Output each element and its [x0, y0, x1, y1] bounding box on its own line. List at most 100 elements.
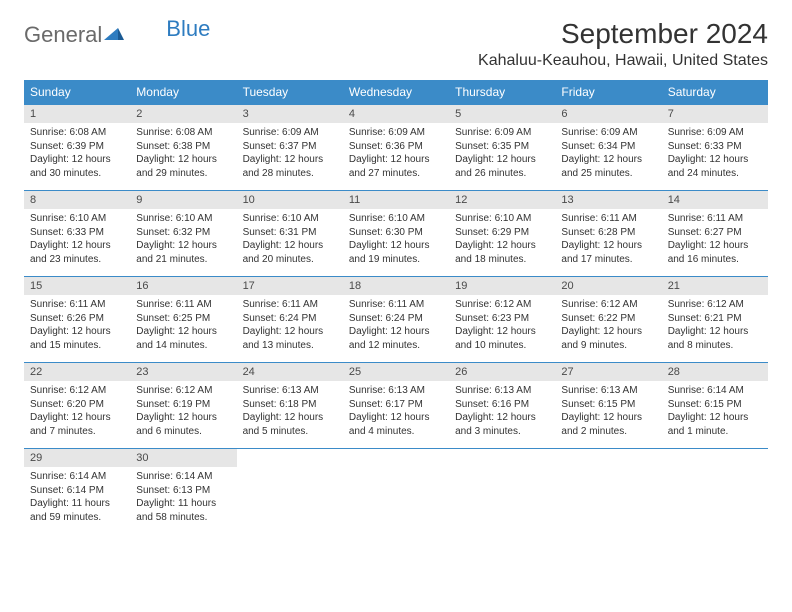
daylight-text: and 16 minutes.: [668, 253, 762, 267]
header: General Blue September 2024 Kahaluu-Keau…: [24, 18, 768, 70]
daylight-text: and 10 minutes.: [455, 339, 549, 353]
sunset-text: Sunset: 6:13 PM: [136, 484, 230, 498]
daylight-text: Daylight: 12 hours: [455, 153, 549, 167]
calendar-cell: 28Sunrise: 6:14 AMSunset: 6:15 PMDayligh…: [662, 363, 768, 449]
day-number: 21: [662, 277, 768, 295]
sunrise-text: Sunrise: 6:10 AM: [136, 212, 230, 226]
day-details: Sunrise: 6:09 AMSunset: 6:33 PMDaylight:…: [662, 123, 768, 184]
sunset-text: Sunset: 6:15 PM: [668, 398, 762, 412]
day-number: 18: [343, 277, 449, 295]
sunset-text: Sunset: 6:33 PM: [668, 140, 762, 154]
day-number: 4: [343, 105, 449, 123]
day-details: Sunrise: 6:09 AMSunset: 6:37 PMDaylight:…: [237, 123, 343, 184]
daylight-text: Daylight: 12 hours: [668, 153, 762, 167]
day-details: Sunrise: 6:12 AMSunset: 6:20 PMDaylight:…: [24, 381, 130, 442]
daylight-text: and 7 minutes.: [30, 425, 124, 439]
sunrise-text: Sunrise: 6:12 AM: [561, 298, 655, 312]
daylight-text: Daylight: 12 hours: [243, 411, 337, 425]
daylight-text: Daylight: 12 hours: [243, 239, 337, 253]
sunrise-text: Sunrise: 6:09 AM: [561, 126, 655, 140]
day-details: Sunrise: 6:14 AMSunset: 6:13 PMDaylight:…: [130, 467, 236, 528]
sunset-text: Sunset: 6:22 PM: [561, 312, 655, 326]
daylight-text: Daylight: 12 hours: [455, 411, 549, 425]
sunset-text: Sunset: 6:24 PM: [243, 312, 337, 326]
calendar-cell: 26Sunrise: 6:13 AMSunset: 6:16 PMDayligh…: [449, 363, 555, 449]
day-details: Sunrise: 6:12 AMSunset: 6:22 PMDaylight:…: [555, 295, 661, 356]
sunset-text: Sunset: 6:39 PM: [30, 140, 124, 154]
day-details: Sunrise: 6:11 AMSunset: 6:28 PMDaylight:…: [555, 209, 661, 270]
daylight-text: Daylight: 12 hours: [30, 325, 124, 339]
sunrise-text: Sunrise: 6:11 AM: [136, 298, 230, 312]
day-details: Sunrise: 6:10 AMSunset: 6:32 PMDaylight:…: [130, 209, 236, 270]
calendar-body: 1Sunrise: 6:08 AMSunset: 6:39 PMDaylight…: [24, 105, 768, 535]
day-details: Sunrise: 6:13 AMSunset: 6:17 PMDaylight:…: [343, 381, 449, 442]
daylight-text: Daylight: 12 hours: [136, 325, 230, 339]
daylight-text: Daylight: 11 hours: [136, 497, 230, 511]
brand-mark-icon: [104, 20, 124, 46]
calendar-cell: 19Sunrise: 6:12 AMSunset: 6:23 PMDayligh…: [449, 277, 555, 363]
month-title: September 2024: [478, 18, 768, 50]
sunset-text: Sunset: 6:18 PM: [243, 398, 337, 412]
daylight-text: Daylight: 12 hours: [668, 239, 762, 253]
calendar-cell: 21Sunrise: 6:12 AMSunset: 6:21 PMDayligh…: [662, 277, 768, 363]
daylight-text: Daylight: 12 hours: [349, 239, 443, 253]
day-number: 6: [555, 105, 661, 123]
day-number: 27: [555, 363, 661, 381]
brand-text-2: Blue: [166, 16, 210, 42]
daylight-text: and 29 minutes.: [136, 167, 230, 181]
daylight-text: and 13 minutes.: [243, 339, 337, 353]
daylight-text: and 28 minutes.: [243, 167, 337, 181]
sunrise-text: Sunrise: 6:09 AM: [349, 126, 443, 140]
sunset-text: Sunset: 6:34 PM: [561, 140, 655, 154]
day-number: 3: [237, 105, 343, 123]
sunrise-text: Sunrise: 6:14 AM: [668, 384, 762, 398]
calendar-cell: 14Sunrise: 6:11 AMSunset: 6:27 PMDayligh…: [662, 191, 768, 277]
calendar-cell: 27Sunrise: 6:13 AMSunset: 6:15 PMDayligh…: [555, 363, 661, 449]
calendar-cell: 9Sunrise: 6:10 AMSunset: 6:32 PMDaylight…: [130, 191, 236, 277]
calendar-cell-empty: [662, 449, 768, 535]
calendar-cell: 17Sunrise: 6:11 AMSunset: 6:24 PMDayligh…: [237, 277, 343, 363]
daylight-text: and 30 minutes.: [30, 167, 124, 181]
day-number: 19: [449, 277, 555, 295]
calendar-cell: 20Sunrise: 6:12 AMSunset: 6:22 PMDayligh…: [555, 277, 661, 363]
sunset-text: Sunset: 6:31 PM: [243, 226, 337, 240]
day-number: 20: [555, 277, 661, 295]
daylight-text: Daylight: 12 hours: [30, 153, 124, 167]
day-number: 23: [130, 363, 236, 381]
day-details: Sunrise: 6:08 AMSunset: 6:39 PMDaylight:…: [24, 123, 130, 184]
day-details: Sunrise: 6:11 AMSunset: 6:26 PMDaylight:…: [24, 295, 130, 356]
daylight-text: and 4 minutes.: [349, 425, 443, 439]
calendar-cell: 29Sunrise: 6:14 AMSunset: 6:14 PMDayligh…: [24, 449, 130, 535]
calendar-week: 15Sunrise: 6:11 AMSunset: 6:26 PMDayligh…: [24, 277, 768, 363]
calendar-cell: 16Sunrise: 6:11 AMSunset: 6:25 PMDayligh…: [130, 277, 236, 363]
day-header: Friday: [555, 80, 661, 105]
daylight-text: Daylight: 12 hours: [349, 325, 443, 339]
sunrise-text: Sunrise: 6:11 AM: [30, 298, 124, 312]
day-number: 24: [237, 363, 343, 381]
daylight-text: and 3 minutes.: [455, 425, 549, 439]
daylight-text: and 25 minutes.: [561, 167, 655, 181]
day-number: 25: [343, 363, 449, 381]
calendar-cell: 15Sunrise: 6:11 AMSunset: 6:26 PMDayligh…: [24, 277, 130, 363]
calendar-cell: 5Sunrise: 6:09 AMSunset: 6:35 PMDaylight…: [449, 105, 555, 191]
calendar-cell: 23Sunrise: 6:12 AMSunset: 6:19 PMDayligh…: [130, 363, 236, 449]
sunrise-text: Sunrise: 6:11 AM: [668, 212, 762, 226]
day-details: Sunrise: 6:12 AMSunset: 6:19 PMDaylight:…: [130, 381, 236, 442]
day-header: Sunday: [24, 80, 130, 105]
day-header: Saturday: [662, 80, 768, 105]
day-number: 29: [24, 449, 130, 467]
day-number: 13: [555, 191, 661, 209]
day-header: Monday: [130, 80, 236, 105]
daylight-text: and 14 minutes.: [136, 339, 230, 353]
daylight-text: and 1 minute.: [668, 425, 762, 439]
daylight-text: and 58 minutes.: [136, 511, 230, 525]
day-details: Sunrise: 6:11 AMSunset: 6:27 PMDaylight:…: [662, 209, 768, 270]
day-details: Sunrise: 6:14 AMSunset: 6:14 PMDaylight:…: [24, 467, 130, 528]
day-number: 16: [130, 277, 236, 295]
day-number: 1: [24, 105, 130, 123]
day-details: Sunrise: 6:10 AMSunset: 6:33 PMDaylight:…: [24, 209, 130, 270]
calendar-cell: 24Sunrise: 6:13 AMSunset: 6:18 PMDayligh…: [237, 363, 343, 449]
sunset-text: Sunset: 6:26 PM: [30, 312, 124, 326]
day-number: 17: [237, 277, 343, 295]
daylight-text: Daylight: 12 hours: [243, 325, 337, 339]
